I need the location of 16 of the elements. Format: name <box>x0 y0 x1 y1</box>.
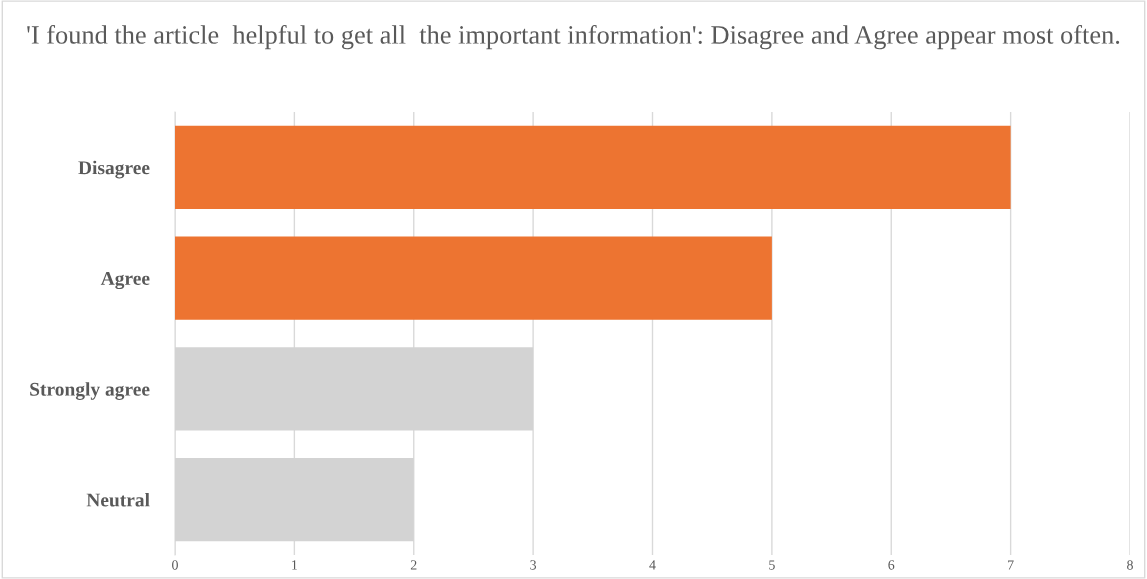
y-tick-label: Neutral <box>86 492 150 507</box>
x-tick-label: 4 <box>649 560 656 570</box>
x-tick-label: 0 <box>172 560 178 570</box>
y-tick-label: Strongly agree <box>30 382 150 400</box>
x-tick-label: 5 <box>769 560 775 570</box>
x-tick-label: 7 <box>1008 560 1014 570</box>
x-tick-label: 3 <box>530 560 537 570</box>
x-tick-label: 1 <box>292 560 298 570</box>
chart-title: 'I found the article helpful to get all the important information': Disagree and Agree appear most often. <box>27 25 1120 50</box>
bar <box>175 236 772 320</box>
bar <box>175 125 1011 209</box>
x-tick-label: 8 <box>1127 560 1133 570</box>
y-tick-label: Agree <box>100 271 150 290</box>
y-tick-label: Disagree <box>78 160 150 179</box>
x-tick-label: 2 <box>410 560 417 570</box>
x-tick-label: 6 <box>888 560 895 570</box>
